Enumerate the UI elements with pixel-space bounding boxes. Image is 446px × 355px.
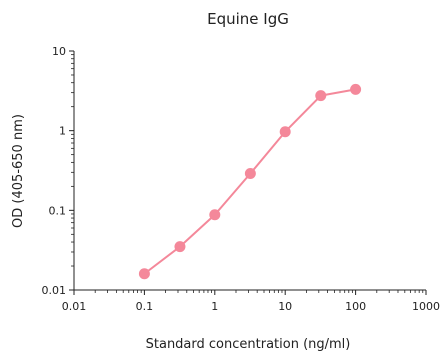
x-tick-label: 1000 [412,300,440,313]
axes [73,51,426,291]
x-ticks: 0.01 0.1 1 10 100 1000 [62,290,440,313]
x-tick-label: 10 [278,300,292,313]
x-tick-label: 0.01 [62,300,87,313]
data-point [138,268,150,280]
chart-title: Equine IgG [207,10,289,28]
y-tick-label: 0.1 [49,204,67,217]
y-tick-label: 1 [59,125,66,138]
data-point [315,90,327,102]
x-axis-label: Standard concentration (ng/ml) [146,337,351,352]
data-point [350,83,362,95]
x-tick-label: 1 [211,300,218,313]
x-tick-label: 0.1 [136,300,154,313]
y-ticks: 0.01 0.1 1 10 [42,45,74,297]
data-point [174,241,186,253]
x-tick-label: 100 [345,300,366,313]
data-point [279,126,291,138]
y-axis-label: OD (405-650 nm) [11,114,26,228]
y-tick-label: 10 [52,45,66,58]
plot-area [138,83,362,280]
data-point [244,167,256,179]
y-tick-label: 0.01 [42,284,67,297]
data-point [209,209,221,221]
